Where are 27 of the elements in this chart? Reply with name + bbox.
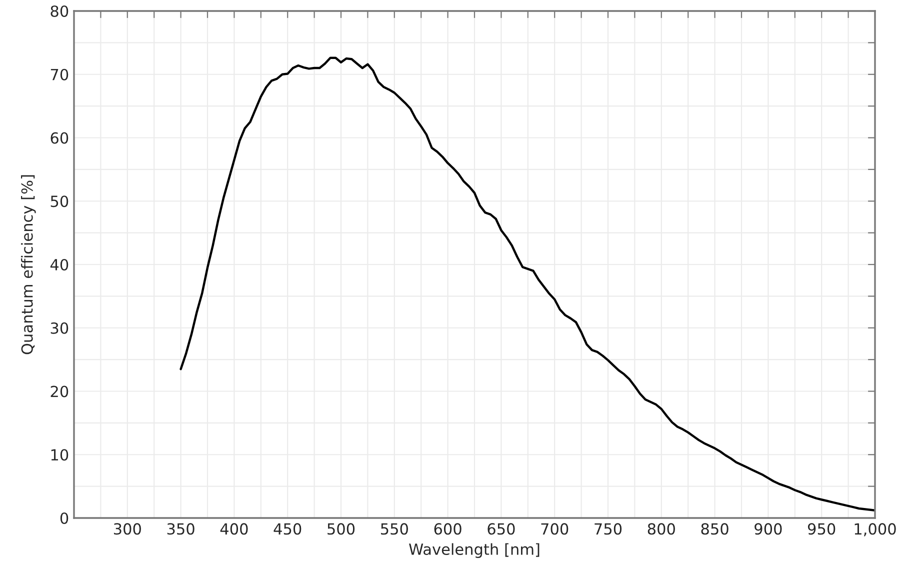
y-tick-label: 70 — [50, 68, 68, 80]
x-tick-label: 950 — [808, 523, 836, 535]
y-tick-label: 80 — [50, 5, 68, 18]
x-axis-title: Wavelength [nm] — [409, 543, 540, 558]
x-tick-label: 800 — [648, 523, 675, 535]
x-tick-label: 550 — [381, 523, 408, 535]
x-tick-label: 350 — [167, 523, 194, 535]
x-tick-label: 750 — [594, 523, 622, 535]
x-tick-label: 400 — [220, 523, 248, 535]
x-tick-label: 300 — [114, 523, 141, 535]
y-tick-label: 60 — [50, 132, 68, 144]
y-tick-label: 0 — [60, 512, 68, 524]
x-tick-label: 850 — [701, 523, 728, 535]
y-tick-label: 50 — [50, 196, 68, 208]
x-tick-label: 500 — [328, 523, 355, 535]
y-tick-label: 20 — [50, 386, 68, 398]
y-axis-title: Quantum efficiency [%] — [21, 175, 36, 354]
x-tick-label: 450 — [274, 523, 302, 535]
x-tick-label: 600 — [434, 523, 462, 535]
line-series — [180, 56, 875, 512]
x-tick-label: 1,000 — [854, 523, 896, 536]
y-tick-label: 10 — [51, 449, 68, 461]
x-tick-label: 650 — [488, 523, 515, 535]
x-tick-label: 700 — [541, 523, 568, 535]
x-tick-label: 900 — [754, 523, 782, 535]
y-tick-label: 30 — [50, 322, 68, 334]
y-tick-label: 40 — [50, 258, 68, 271]
